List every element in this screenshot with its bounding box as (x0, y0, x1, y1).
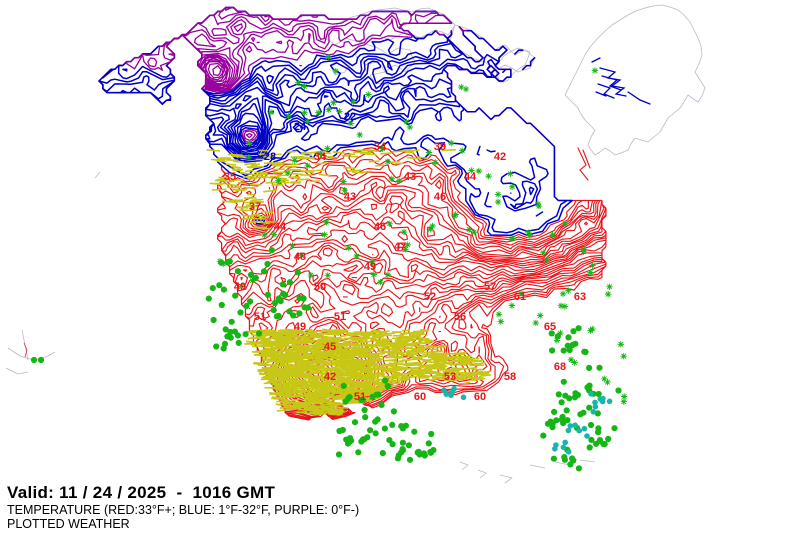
svg-text:49: 49 (294, 321, 306, 333)
svg-text:50: 50 (314, 281, 326, 293)
svg-text:34: 34 (374, 141, 387, 153)
svg-text:34: 34 (314, 151, 327, 163)
svg-text:43: 43 (404, 171, 416, 183)
svg-text:28: 28 (264, 151, 276, 163)
svg-text:65: 65 (544, 321, 556, 333)
svg-text:56: 56 (454, 311, 466, 323)
svg-text:57: 57 (484, 281, 496, 293)
svg-text:49: 49 (364, 261, 376, 273)
svg-text:24: 24 (294, 121, 307, 133)
svg-text:53: 53 (444, 371, 456, 383)
svg-text:46: 46 (374, 221, 386, 233)
svg-text:48: 48 (294, 251, 306, 263)
svg-text:44: 44 (464, 171, 477, 183)
svg-text:22: 22 (344, 111, 356, 123)
svg-text:37: 37 (249, 201, 261, 213)
svg-text:45: 45 (324, 341, 336, 353)
svg-text:46: 46 (434, 191, 446, 203)
svg-text:51: 51 (354, 391, 366, 403)
svg-text:42: 42 (494, 151, 506, 163)
svg-text:61: 61 (514, 291, 526, 303)
svg-text:68: 68 (554, 361, 566, 373)
svg-text:58: 58 (504, 371, 516, 383)
svg-text:44: 44 (274, 221, 287, 233)
svg-text:47: 47 (394, 241, 406, 253)
svg-text:42: 42 (324, 371, 336, 383)
svg-text:63: 63 (574, 291, 586, 303)
svg-text:35: 35 (224, 171, 236, 183)
svg-text:39: 39 (434, 141, 446, 153)
svg-text:51: 51 (334, 311, 346, 323)
svg-text:43: 43 (344, 191, 356, 203)
svg-text:60: 60 (474, 391, 486, 403)
svg-text:51: 51 (254, 311, 266, 323)
svg-text:60: 60 (414, 391, 426, 403)
svg-text:52: 52 (424, 291, 436, 303)
svg-text:49: 49 (234, 281, 246, 293)
